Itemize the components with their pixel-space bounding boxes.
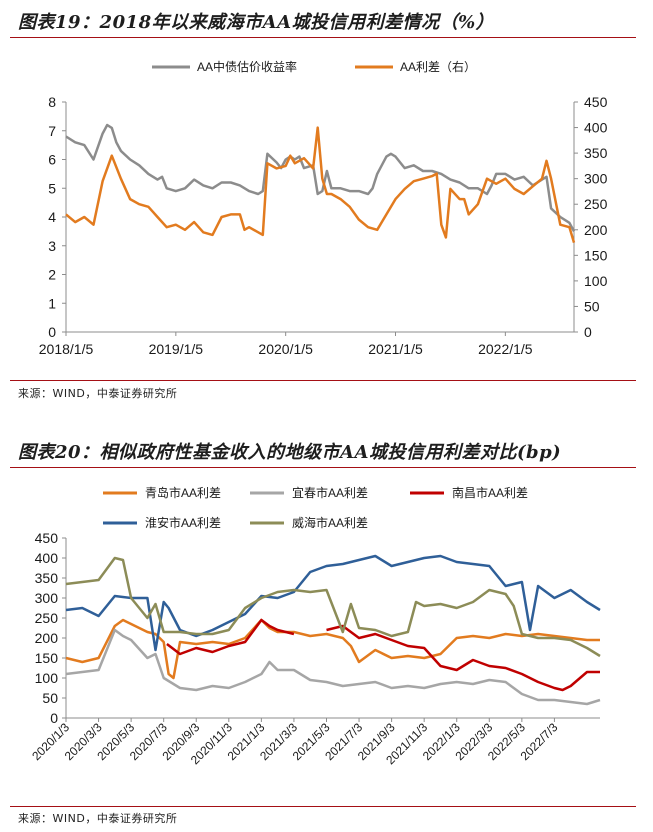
- legend-huaian-label: 淮安市AA利差: [145, 515, 221, 530]
- y-tick-label: 0: [50, 710, 58, 726]
- y-tick-label: 300: [35, 590, 59, 606]
- y-tick-label: 150: [35, 650, 59, 666]
- y-right-tick-label: 350: [584, 145, 608, 161]
- figure20-source: 来源：WIND，中泰证券研究所: [18, 812, 178, 825]
- y-left-tick-label: 4: [48, 209, 56, 225]
- legend-weihai-label: 威海市AA利差: [292, 515, 368, 530]
- y-left-tick-label: 1: [48, 295, 56, 311]
- y-tick-label: 50: [42, 690, 58, 706]
- series-nanchang-line: [326, 624, 600, 692]
- series-aa-yield-line: [65, 123, 576, 232]
- y-right-tick-label: 0: [584, 324, 592, 340]
- series-qingdao-line: [65, 618, 600, 680]
- legend-label-aa-spread: AA利差（右）: [400, 59, 476, 74]
- y-left-tick-label: 5: [48, 180, 56, 196]
- y-tick-label: 250: [35, 610, 59, 626]
- figure20-title-rule: [10, 467, 636, 468]
- legend-label-aa-yield: AA中债估价收益率: [197, 59, 297, 74]
- legend-yichun-label: 宜春市AA利差: [292, 485, 368, 500]
- figure20-title: 图表20：相似政府性基金收入的地级市AA城投信用利差对比(bp): [18, 442, 562, 463]
- legend-nanchang-label: 南昌市AA利差: [452, 485, 528, 500]
- figure20-source-rule: [10, 806, 636, 807]
- y-right-tick-label: 50: [584, 298, 600, 314]
- figure19-title-rule: [10, 37, 636, 38]
- y-tick-label: 100: [35, 670, 59, 686]
- figure19-source-rule: [10, 380, 636, 381]
- y-right-tick-label: 200: [584, 222, 608, 238]
- y-right-tick-label: 450: [584, 94, 608, 110]
- y-right-tick-label: 150: [584, 247, 608, 263]
- series-aa-spread-line: [65, 126, 576, 243]
- series-huaian-line: [65, 554, 601, 652]
- y-right-tick-label: 250: [584, 196, 608, 212]
- legend-qingdao-label: 青岛市AA利差: [145, 485, 221, 500]
- y-tick-label: 200: [35, 630, 59, 646]
- x-tick-label: 2019/1/5: [149, 341, 204, 357]
- y-right-tick-label: 100: [584, 273, 608, 289]
- x-tick-label: 2020/1/5: [258, 341, 313, 357]
- series-yichun-line: [65, 628, 601, 706]
- y-left-tick-label: 7: [48, 123, 56, 139]
- figure19-source: 来源：WIND，中泰证券研究所: [18, 387, 178, 400]
- series-nanchang-line: [166, 618, 295, 656]
- y-left-tick-label: 3: [48, 238, 56, 254]
- figure19-title: 图表19：2018年以来威海市AA城投信用利差情况（%）: [18, 12, 495, 33]
- series-weihai-line: [65, 556, 601, 658]
- y-left-tick-label: 6: [48, 152, 56, 168]
- figure19-chart: AA中债估价收益率 AA利差（右） 0 1 2 3 4 5 6 7 8 0 50 100 150 200 250…: [39, 59, 608, 357]
- y-right-tick-label: 300: [584, 171, 608, 187]
- y-left-tick-label: 0: [48, 324, 56, 340]
- y-left-tick-label: 2: [48, 267, 56, 283]
- x-tick-label: 2018/1/5: [39, 341, 94, 357]
- y-tick-label: 350: [35, 570, 59, 586]
- y-left-tick-label: 8: [48, 94, 56, 110]
- y-tick-label: 400: [35, 550, 59, 566]
- x-tick-label: 2022/1/5: [478, 341, 533, 357]
- y-right-tick-label: 400: [584, 120, 608, 136]
- y-tick-label: 450: [35, 530, 59, 546]
- x-tick-label: 2021/1/5: [368, 341, 423, 357]
